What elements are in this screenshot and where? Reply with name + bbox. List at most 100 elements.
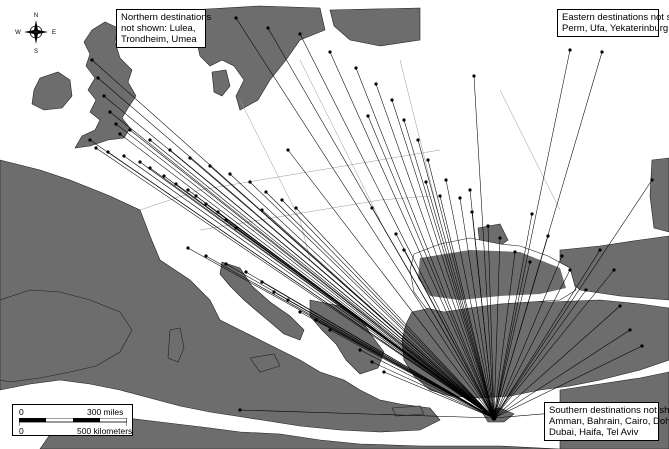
baltic-landmass (329, 7, 421, 47)
route-line (315, 319, 495, 419)
route-line (493, 329, 631, 419)
destination-dot (374, 82, 378, 86)
destination-dot (224, 262, 228, 266)
route-line (129, 129, 495, 419)
route-line (217, 211, 495, 419)
destination-dot (204, 202, 208, 206)
destination-dot (224, 218, 228, 222)
southern-destinations-callout: Southern destinations not shown: Amman, … (544, 402, 669, 441)
destination-dot (260, 208, 264, 212)
route-line (371, 207, 495, 419)
destination-dot (298, 32, 302, 36)
border-line (499, 89, 561, 211)
destination-dot (560, 254, 564, 258)
destination-dot (470, 210, 474, 214)
destination-dot (370, 206, 374, 210)
route-line (417, 139, 495, 419)
callout-line: Northern destinations (121, 12, 212, 23)
destination-dot (148, 166, 152, 170)
route-lines (89, 17, 653, 419)
destination-dot (294, 206, 298, 210)
destination-dot (618, 304, 622, 308)
destination-dot (424, 180, 428, 184)
destination-dot (513, 250, 517, 254)
destination-dot (94, 146, 98, 150)
callout-line: Perm, Ufa, Yekaterinburg (562, 23, 669, 34)
destination-dot (228, 172, 232, 176)
border-line (139, 149, 441, 211)
great-britain-landmass (74, 21, 137, 149)
destination-dot (394, 232, 398, 236)
destination-dot (90, 58, 94, 62)
destination-dot (244, 270, 248, 274)
route-line (403, 249, 495, 419)
route-line (445, 179, 495, 419)
destination-dot (354, 66, 358, 70)
destination-dot (204, 254, 208, 258)
destination-dot (102, 94, 106, 98)
route-line (493, 249, 601, 419)
route-line (493, 237, 501, 419)
sardinia-landmass (167, 327, 185, 363)
route-line (375, 83, 495, 419)
destination-dot (650, 178, 654, 182)
route-line (249, 181, 495, 419)
destination-dot (628, 328, 632, 332)
destination-dot (238, 408, 242, 412)
route-line (493, 345, 643, 419)
destination-dot (148, 138, 152, 142)
destination-dot (472, 74, 476, 78)
destination-dot (234, 226, 238, 230)
route-line (391, 99, 495, 419)
destination-dot (280, 198, 284, 202)
scale-bar-graphic (19, 418, 127, 426)
destination-dot (186, 246, 190, 250)
scandinavia-landmass (189, 5, 326, 111)
destination-dot (106, 150, 110, 154)
destination-dot (272, 290, 276, 294)
route-line (493, 213, 533, 419)
destination-dot (546, 234, 550, 238)
destination-dot (216, 210, 220, 214)
route-line (403, 119, 495, 419)
scale-miles-zero: 0 (19, 407, 24, 417)
route-line (367, 115, 495, 419)
route-line (209, 165, 495, 419)
eastern-destinations-callout: Eastern destinations not shown: Perm, Uf… (557, 9, 669, 37)
destination-dot (194, 194, 198, 198)
destination-dot (600, 50, 604, 54)
crete-landmass (391, 405, 425, 417)
border-line (399, 59, 441, 221)
destination-dot (568, 48, 572, 52)
route-line (383, 371, 495, 419)
route-line (493, 261, 531, 419)
callout-line: Trondheim, Umea (121, 34, 197, 45)
destination-dot (568, 268, 572, 272)
route-line (487, 225, 495, 419)
route-line (473, 75, 495, 419)
route-line (169, 149, 495, 419)
destination-dot (358, 348, 362, 352)
destination-dot (168, 148, 172, 152)
route-line (359, 349, 495, 419)
route-line (281, 199, 495, 419)
callout-line: not shown: Lulea, (121, 23, 196, 34)
route-line (439, 195, 495, 419)
border-line (199, 195, 431, 231)
destination-dot (438, 194, 442, 198)
route-line (371, 361, 495, 419)
route-line (493, 251, 516, 419)
route-line (189, 157, 495, 419)
route-line (295, 207, 495, 419)
route-line (493, 289, 587, 419)
destination-dot (498, 236, 502, 240)
scale-miles-label: 300 miles (87, 407, 124, 417)
route-line (239, 409, 495, 419)
route-line (493, 305, 621, 419)
destination-dot (612, 268, 616, 272)
route-line (493, 255, 563, 419)
destination-dot (468, 188, 472, 192)
destination-dot (128, 128, 132, 132)
scale-bar: 0 300 miles 0 500 kilometers (12, 404, 133, 436)
destination-dot (486, 224, 490, 228)
